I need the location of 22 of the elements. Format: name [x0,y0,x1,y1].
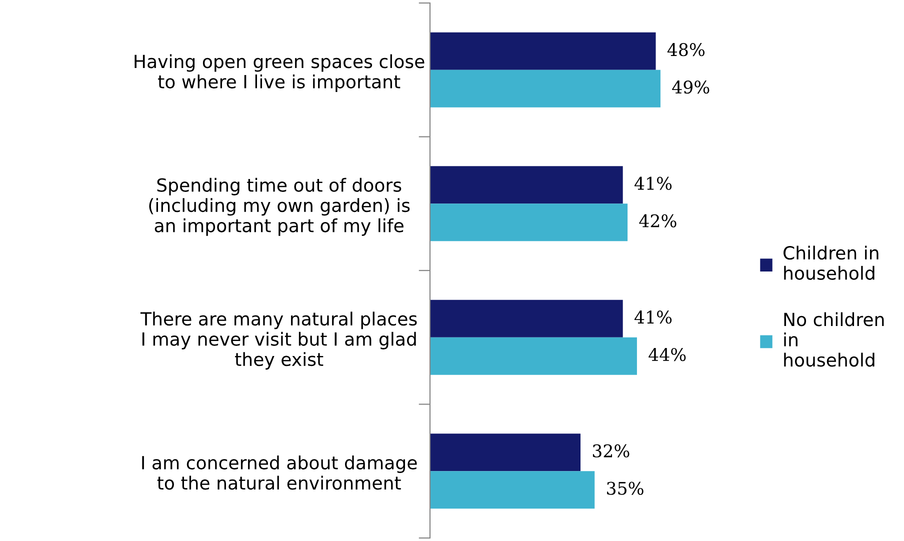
data-label: 44% [648,348,686,362]
data-label: 48% [667,43,705,56]
bar [430,471,595,509]
data-label: 32% [592,444,630,458]
bar [430,70,660,108]
y-tick-label: Having open green spaces close to where I live is important [134,54,424,92]
y-tick-label: I am concerned about damage to the natural environment [142,456,417,490]
legend-label: No children in household [784,312,884,367]
data-label: 41% [634,310,672,324]
bar [430,434,581,472]
bar [430,204,628,242]
data-label: 42% [639,214,676,228]
legend-label: Children in household [784,246,878,280]
data-label: 35% [607,482,644,495]
bar [430,300,623,338]
data-label: 49% [672,80,710,94]
y-tick-label: Spending time out of doors (including my own garden) is an important part of my life [149,178,410,236]
bar [430,166,623,204]
data-label: 41% [634,176,672,190]
y-tick-label: There are many natural places I may never visit but I am glad they exist [140,312,417,370]
bar [430,32,656,70]
bar [430,337,637,375]
